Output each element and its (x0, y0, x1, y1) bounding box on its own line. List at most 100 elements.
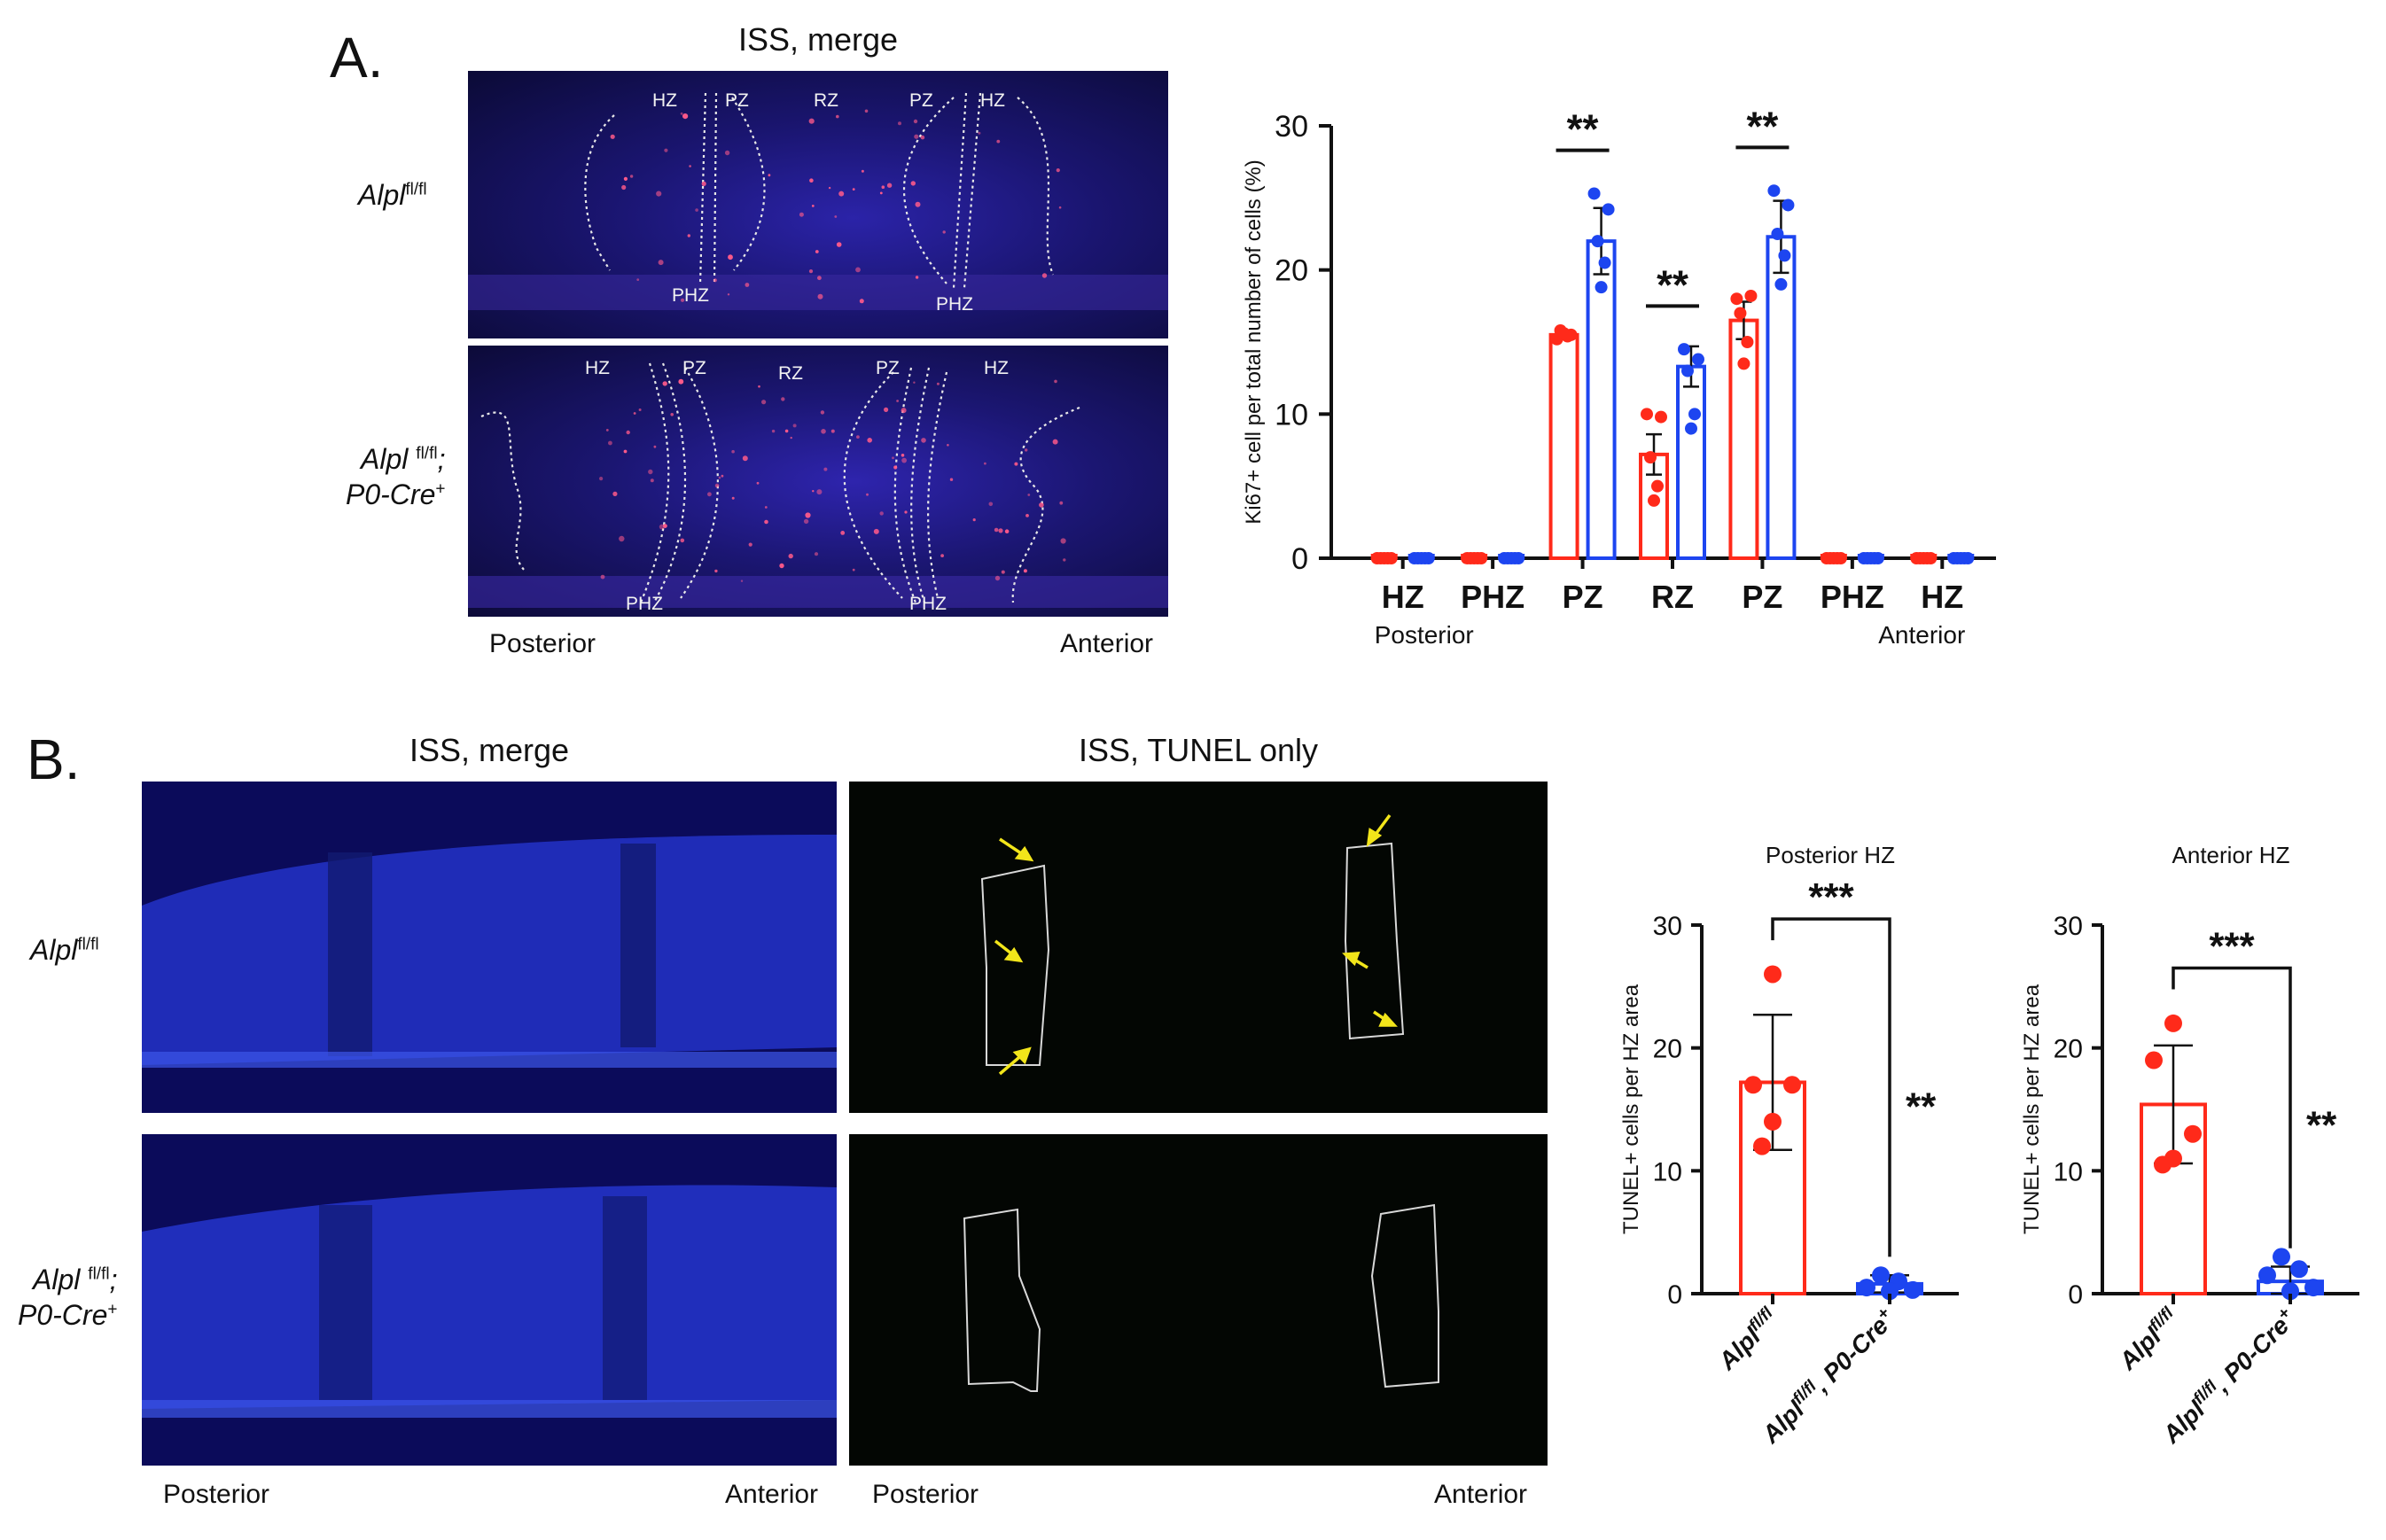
panel-b-merge-posterior: Posterior (163, 1480, 270, 1509)
data-point (1764, 1112, 1782, 1131)
data-point (1782, 198, 1795, 212)
fluorescent-speck (680, 112, 683, 115)
fluorescent-speck (740, 579, 744, 582)
x-tick-label: Alplfl/fl (2112, 1303, 2184, 1375)
data-point (1602, 203, 1615, 216)
panel-b-merge-title: ISS, merge (409, 732, 570, 768)
x-tick-label: PZ (1742, 579, 1782, 615)
fluorescent-speck (1056, 168, 1060, 173)
y-tick-label: 20 (2054, 1035, 2083, 1064)
fluorescent-speck (784, 429, 789, 433)
y-axis-label: TUNEL+ cells per HZ area (2020, 984, 2044, 1234)
significance-label-side: ** (2306, 1103, 2337, 1147)
data-point (1904, 1280, 1922, 1299)
bar (1548, 332, 1579, 560)
x-tick-label: Alplfl/fl, P0-Cre+ (1756, 1304, 1901, 1450)
data-point (1872, 1266, 1890, 1285)
y-tick-label: 20 (1275, 254, 1308, 288)
fluorescent-speck (714, 483, 720, 488)
fluorescent-speck (612, 491, 618, 496)
fluorescent-speck (817, 276, 822, 281)
fluorescent-speck (768, 174, 771, 177)
fluorescent-speck (764, 506, 768, 509)
fluorescent-speck (840, 531, 846, 535)
fluorescent-speck (756, 481, 760, 485)
fluorescent-speck (1004, 529, 1010, 533)
fluorescent-speck (834, 215, 838, 218)
fluorescent-speck (988, 502, 994, 507)
fluorescent-speck (771, 429, 776, 433)
fluorescent-speck (680, 298, 685, 302)
fluorescent-speck (836, 242, 842, 247)
fluorescent-speck (861, 169, 864, 173)
zone-label-phz-right: PHZ (909, 594, 947, 614)
y-tick-label: 10 (2054, 1157, 2083, 1186)
x-tick-label: RZ (1651, 579, 1694, 615)
y-tick-label: 0 (1291, 542, 1308, 576)
fluorescent-speck (855, 267, 861, 273)
x-tick-label: Alplfl/fl, P0-Cre+ (2156, 1304, 2302, 1450)
fluorescent-speck (623, 449, 628, 454)
data-point (1641, 408, 1653, 421)
zone-label-pz-left: PZ (682, 358, 706, 378)
fluorescent-speck (866, 493, 869, 496)
fluorescent-speck (901, 457, 907, 463)
fluorescent-speck (1054, 379, 1057, 384)
panel-b-merge-anterior: Anterior (725, 1480, 819, 1509)
chart-title: Posterior HZ (1766, 842, 1895, 868)
fluorescent-speck (859, 299, 864, 304)
fluorescent-speck (893, 465, 898, 470)
panel-b-merge-control (142, 782, 837, 1113)
panel-b-merge-mutant (142, 1134, 837, 1466)
fluorescent-speck (650, 478, 654, 483)
fluorescent-speck (821, 429, 826, 434)
fluorescent-speck (1025, 448, 1028, 452)
fluorescent-speck (638, 408, 642, 411)
fluorescent-speck (942, 230, 946, 234)
data-point (2145, 1051, 2163, 1069)
fluorescent-speck (724, 150, 730, 156)
fluorescent-speck (972, 518, 976, 522)
fluorescent-speck (936, 382, 940, 385)
fluorescent-speck (764, 519, 768, 525)
fluorescent-speck (814, 552, 819, 556)
fluorescent-speck (629, 175, 634, 178)
significance-label: ** (1657, 261, 1688, 307)
y-tick-label: 10 (1653, 1157, 1682, 1186)
panel-a-row2-genotype: Alpl fl/fl; P0-Cre+ (346, 443, 446, 510)
fluorescent-speck (984, 462, 986, 465)
data-point (1505, 552, 1518, 564)
significance-label: ** (1567, 106, 1599, 152)
fluorescent-speck (707, 492, 712, 497)
fluorescent-speck (779, 563, 784, 569)
fluorescent-speck (896, 400, 899, 402)
panel-a-anterior-label: Anterior (1060, 629, 1154, 658)
fluorescent-speck (978, 131, 981, 135)
data-point (1598, 256, 1611, 269)
fluorescent-speck (680, 538, 685, 543)
zone-label-hz-left: HZ (652, 90, 677, 111)
fluorescent-speck (915, 276, 919, 279)
fluorescent-speck (816, 489, 823, 495)
fluorescent-speck (820, 410, 825, 415)
fluorescent-speck (828, 186, 831, 190)
data-point (1917, 552, 1930, 564)
data-point (1864, 552, 1877, 564)
fluorescent-speck (1001, 570, 1005, 574)
data-point (1468, 552, 1481, 564)
fluorescent-speck (809, 178, 814, 183)
panel-b-row2-genotype: Alpl fl/fl; P0-Cre+ (18, 1264, 118, 1331)
data-point (1557, 327, 1571, 340)
fluorescent-speck (713, 278, 717, 283)
fluorescent-speck (805, 512, 811, 518)
data-point (1753, 1137, 1771, 1155)
panel-b-tunel-title: ISS, TUNEL only (1078, 732, 1319, 768)
data-point (1741, 336, 1754, 348)
x-sublabel-posterior: Posterior (1375, 621, 1474, 649)
panel-b-tunel-posterior: Posterior (872, 1480, 979, 1509)
data-point (1377, 552, 1391, 564)
fluorescent-speck (633, 412, 636, 415)
fluorescent-speck (815, 250, 819, 253)
fluorescent-speck (626, 430, 630, 435)
y-tick-label: 10 (1275, 398, 1308, 432)
